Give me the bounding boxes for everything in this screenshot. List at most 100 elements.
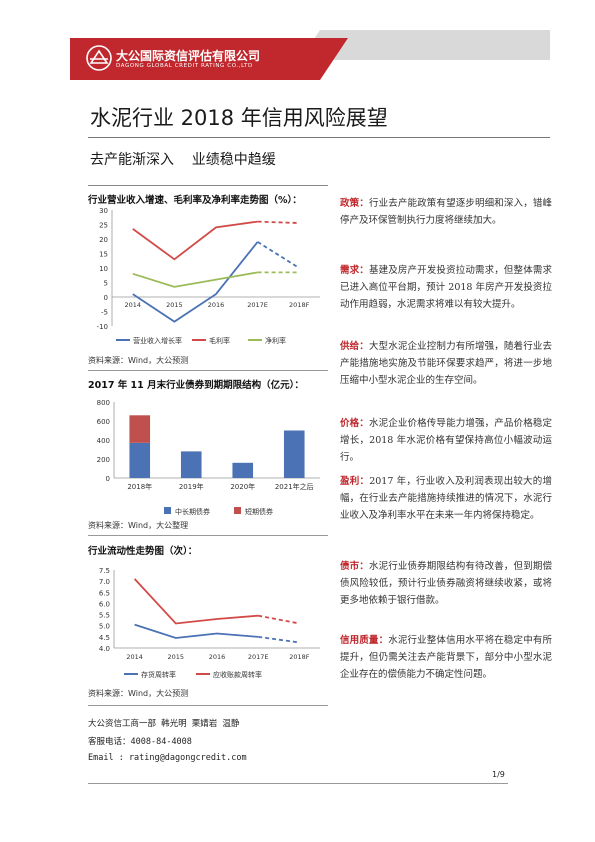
section-label: 信用质量： [340, 635, 389, 646]
page-number: 1/9 [492, 770, 505, 779]
section-supply: 供给：大型水泥企业控制力有所增强，随着行业去产能措施地实施及节能环保要求趋严，将… [340, 338, 552, 389]
section-text: 2017 年，行业收入及利润表现出较大的增幅，在行业去产能措施持续推进的情况下，… [340, 476, 552, 521]
y-tick-label: 20 [99, 236, 108, 244]
chart1-divider [88, 370, 328, 371]
section-text: 水泥行业整体信用水平将在稳定中有所提升，但仍需关注去产能背景下，部分中小型水泥企… [340, 635, 552, 680]
header-red-band [70, 38, 348, 80]
x-tick-label: 2019年 [179, 482, 204, 491]
y-tick-label: 800 [97, 399, 110, 407]
section-bond-market: 债市：水泥行业债券期限结构有待改善，但到期偿债风险较低，预计行业债券融资将继续收… [340, 558, 552, 609]
y-tick-label: 0 [104, 294, 108, 302]
header-gray-band [300, 30, 550, 60]
x-tick-label: 2018F [289, 301, 310, 309]
company-name-cn: 大公国际资信评估有限公司 [116, 49, 261, 63]
section-policy: 政策：行业去产能政策有望逐步明细和深入，错峰停产及环保管制执行力度将继续加大。 [340, 195, 552, 229]
x-tick-label: 2016 [209, 653, 226, 661]
bar [129, 415, 151, 443]
y-tick-label: -5 [101, 309, 108, 317]
document-subtitle: 去产能渐深入 业绩稳中趋缓 [90, 152, 276, 168]
company-name-en: DAGONG GLOBAL CREDIT RATING CO.,LTD [116, 63, 253, 69]
legend-label: 存货周转率 [141, 670, 176, 679]
series-forecast-line [257, 241, 300, 269]
chart3-heading: 行业流动性走势图（次）： [88, 546, 198, 557]
analyst-team: 大公资信工商一部 韩光明 栗婧岩 温静 [88, 719, 240, 729]
title-divider [88, 137, 550, 138]
chart1-heading: 行业营业收入增速、毛利率及净利率走势图（%）： [88, 195, 302, 206]
y-tick-label: 6.5 [99, 589, 110, 597]
contact-email: Email : rating@dagongcredit.com [88, 753, 247, 763]
y-tick-label: 10 [99, 265, 108, 273]
chart2-heading: 2017 年 11 月末行业债券到期期限结构（亿元）： [88, 380, 304, 391]
y-tick-label: 200 [97, 456, 110, 464]
bar [180, 451, 202, 478]
legend-label: 毛利率 [209, 336, 230, 345]
legend-label: 中长期债券 [175, 507, 210, 516]
x-tick-label: 2016 [208, 301, 225, 309]
section-text: 基建及房产开发投资拉动需求，但整体需求已进入高位平台期，预计 2018 年房产开… [340, 265, 552, 310]
section-text: 水泥行业债券期限结构有待改善，但到期偿债风险较低，预计行业债券融资将继续收紧，或… [340, 561, 552, 606]
chart3-source: 资料来源：Wind，大公预测 [88, 689, 189, 698]
y-tick-label: 5.0 [99, 623, 110, 631]
y-tick-label: 15 [99, 251, 108, 259]
section-demand: 需求：基建及房产开发投资拉动需求，但整体需求已进入高位平台期，预计 2018 年… [340, 262, 552, 313]
y-tick-label: 0 [106, 475, 110, 483]
footer-divider [88, 783, 508, 784]
section-label: 价格： [340, 418, 369, 429]
x-tick-label: 2018年 [127, 482, 152, 491]
series-line [132, 220, 258, 261]
series-forecast-line [258, 635, 300, 644]
y-tick-label: 400 [97, 437, 110, 445]
section-label: 盈利： [340, 476, 370, 487]
x-tick-label: 2015 [168, 653, 185, 661]
legend-label: 营业收入增长率 [133, 336, 182, 345]
chart3-line-chart: 7.5 7.0 6.5 6.0 5.5 5.0 4.5 4.0 2014 2015 2016 2017… [99, 567, 320, 679]
company-logo-icon [86, 45, 112, 71]
section-profit: 盈利：2017 年，行业收入及利润表现出较大的增幅，在行业去产能措施持续推进的情… [340, 473, 552, 524]
y-tick-label: 4.0 [99, 645, 110, 653]
y-tick-label: 25 [99, 222, 108, 230]
section-text: 行业去产能政策有望逐步明细和深入，错峰停产及环保管制执行力度将继续加大。 [340, 198, 552, 226]
x-tick-label: 2014 [126, 653, 143, 661]
chart2-source: 资料来源：Wind，大公整理 [88, 521, 189, 530]
x-tick-label: 2021年之后 [275, 482, 314, 491]
section-price: 价格：水泥企业价格传导能力增强，产品价格稳定增长，2018 年水泥价格有望保持高… [340, 415, 552, 466]
chart1-source: 资料来源：Wind，大公预测 [88, 356, 189, 365]
series-line [133, 578, 259, 625]
x-tick-label: 2020年 [230, 482, 255, 491]
bar [232, 462, 254, 478]
section-label: 需求： [340, 265, 369, 276]
legend-swatch [164, 507, 171, 514]
section-text: 大型水泥企业控制力有所增强，随着行业去产能措施地实施及节能环保要求趋严，将进一步… [340, 341, 552, 386]
y-tick-label: 600 [97, 418, 110, 426]
legend-swatch [234, 507, 241, 514]
chart3-divider [88, 705, 328, 706]
y-tick-label: -10 [97, 323, 108, 331]
x-tick-label: 2015 [166, 301, 183, 309]
legend-label: 应收账款周转率 [213, 670, 262, 679]
bar [283, 430, 305, 478]
section-label: 债市： [340, 561, 369, 572]
y-tick-label: 5.5 [99, 612, 110, 620]
x-tick-label: 2014 [125, 301, 142, 309]
legend-label: 净利率 [265, 336, 286, 345]
series-forecast-line [257, 220, 300, 224]
series-line [132, 241, 259, 323]
legend-label: 短期债券 [245, 507, 273, 516]
y-tick-label: 6.0 [99, 600, 110, 608]
series-line [132, 271, 258, 288]
service-phone: 客服电话：4008-84-4008 [88, 737, 192, 747]
series-forecast-line [258, 614, 300, 625]
y-tick-label: 30 [99, 207, 108, 215]
y-tick-label: 7.5 [99, 567, 110, 575]
y-tick-label: 7.0 [99, 578, 110, 586]
section-label: 供给： [340, 341, 369, 352]
section-text: 水泥企业价格传导能力增强，产品价格稳定增长，2018 年水泥价格有望保持高位小幅… [340, 418, 552, 463]
section-credit-quality: 信用质量：水泥行业整体信用水平将在稳定中有所提升，但仍需关注去产能背景下，部分中… [340, 632, 552, 683]
chart2-bar-chart: 800 600 400 200 0 2018年 2019年 2020年 2021年之后中长期债券… [97, 399, 320, 516]
x-tick-label: 2017E [247, 301, 268, 309]
left-column-top-divider [88, 185, 328, 186]
x-tick-label: 2018F [289, 653, 310, 661]
chart2-divider [88, 535, 328, 536]
series-line [134, 623, 259, 639]
